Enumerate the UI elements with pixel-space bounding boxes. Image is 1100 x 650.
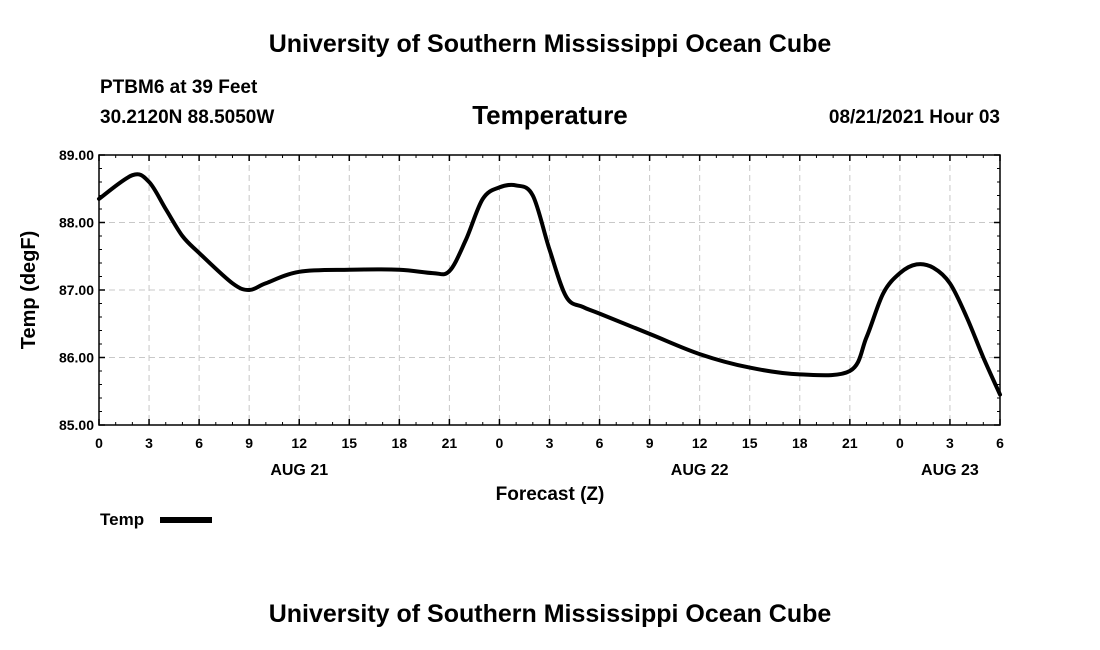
x-tick-label: 6 [596,435,604,451]
x-tick-labels: 0 3 6 9 12 15 18 21 0 3 6 9 12 15 18 21 0 3 6 [95,435,1004,451]
temp-series-line [97,172,1002,397]
x-tick-label: 3 [546,435,554,451]
x-tick-label: 0 [896,435,904,451]
legend-swatch [160,517,212,523]
legend-label: Temp [100,510,145,529]
x-tick-label: 0 [95,435,103,451]
x-tick-label: 12 [291,435,307,451]
x-tick-label: 21 [442,435,458,451]
x-tick-label: 3 [145,435,153,451]
x-tick-label: 18 [392,435,408,451]
y-tick-label: 86.00 [59,350,94,366]
y-tick-label: 89.00 [59,147,94,163]
x-tick-label: 3 [946,435,954,451]
station-name: PTBM6 at 39 Feet [100,77,258,98]
x-axis-label: Forecast (Z) [496,484,605,505]
y-tick-label: 87.00 [59,282,94,298]
banner-title-bottom: University of Southern Mississippi Ocean… [268,600,832,628]
x-tick-label: 18 [792,435,808,451]
date-label: AUG 23 [921,462,979,479]
station-coordinates: 30.2120N 88.5050W [100,107,275,128]
grid-lines [99,155,1000,425]
chart-title: Temperature [472,100,628,130]
x-tick-label: 9 [245,435,253,451]
x-tick-label: 9 [646,435,654,451]
x-tick-label: 6 [195,435,203,451]
y-tick-label: 88.00 [59,215,94,231]
x-tick-label: 15 [742,435,758,451]
axis-ticks [98,154,1001,426]
x-tick-label: 12 [692,435,708,451]
banner-title-top: University of Southern Mississippi Ocean… [268,30,832,58]
x-tick-label: 15 [341,435,357,451]
forecast-datetime: 08/21/2021 Hour 03 [828,107,1000,128]
x-tick-label: 6 [996,435,1004,451]
x-tick-label: 21 [842,435,858,451]
date-label: AUG 21 [270,462,328,479]
y-axis-label: Temp (degF) [18,231,40,350]
y-tick-labels: 85.00 86.00 87.00 88.00 89.00 [59,147,94,433]
date-label: AUG 22 [671,462,729,479]
y-tick-label: 85.00 [59,417,94,433]
date-labels: AUG 21 AUG 22 AUG 23 [270,462,979,479]
x-tick-label: 0 [496,435,504,451]
